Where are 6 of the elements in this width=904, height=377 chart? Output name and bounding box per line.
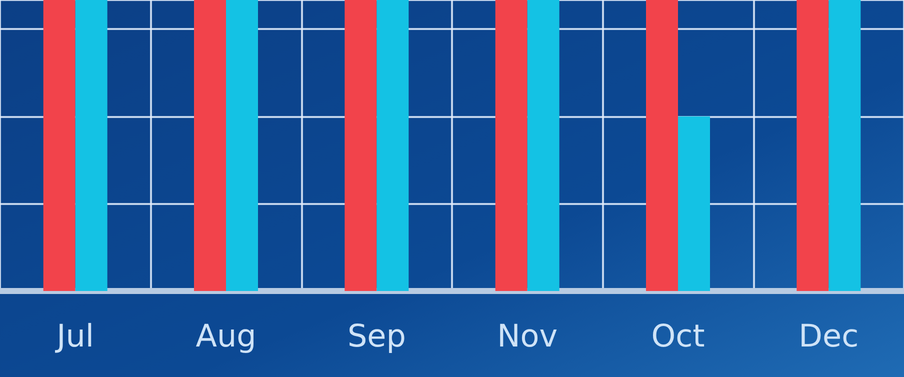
x-tick-label: Aug	[196, 318, 256, 354]
x-tick-label: Nov	[497, 318, 558, 354]
x-tick-label: Sep	[347, 318, 406, 354]
x-tick-label: Oct	[651, 318, 705, 354]
x-tick-label: Dec	[798, 318, 859, 354]
x-tick-label: Jul	[54, 318, 94, 354]
